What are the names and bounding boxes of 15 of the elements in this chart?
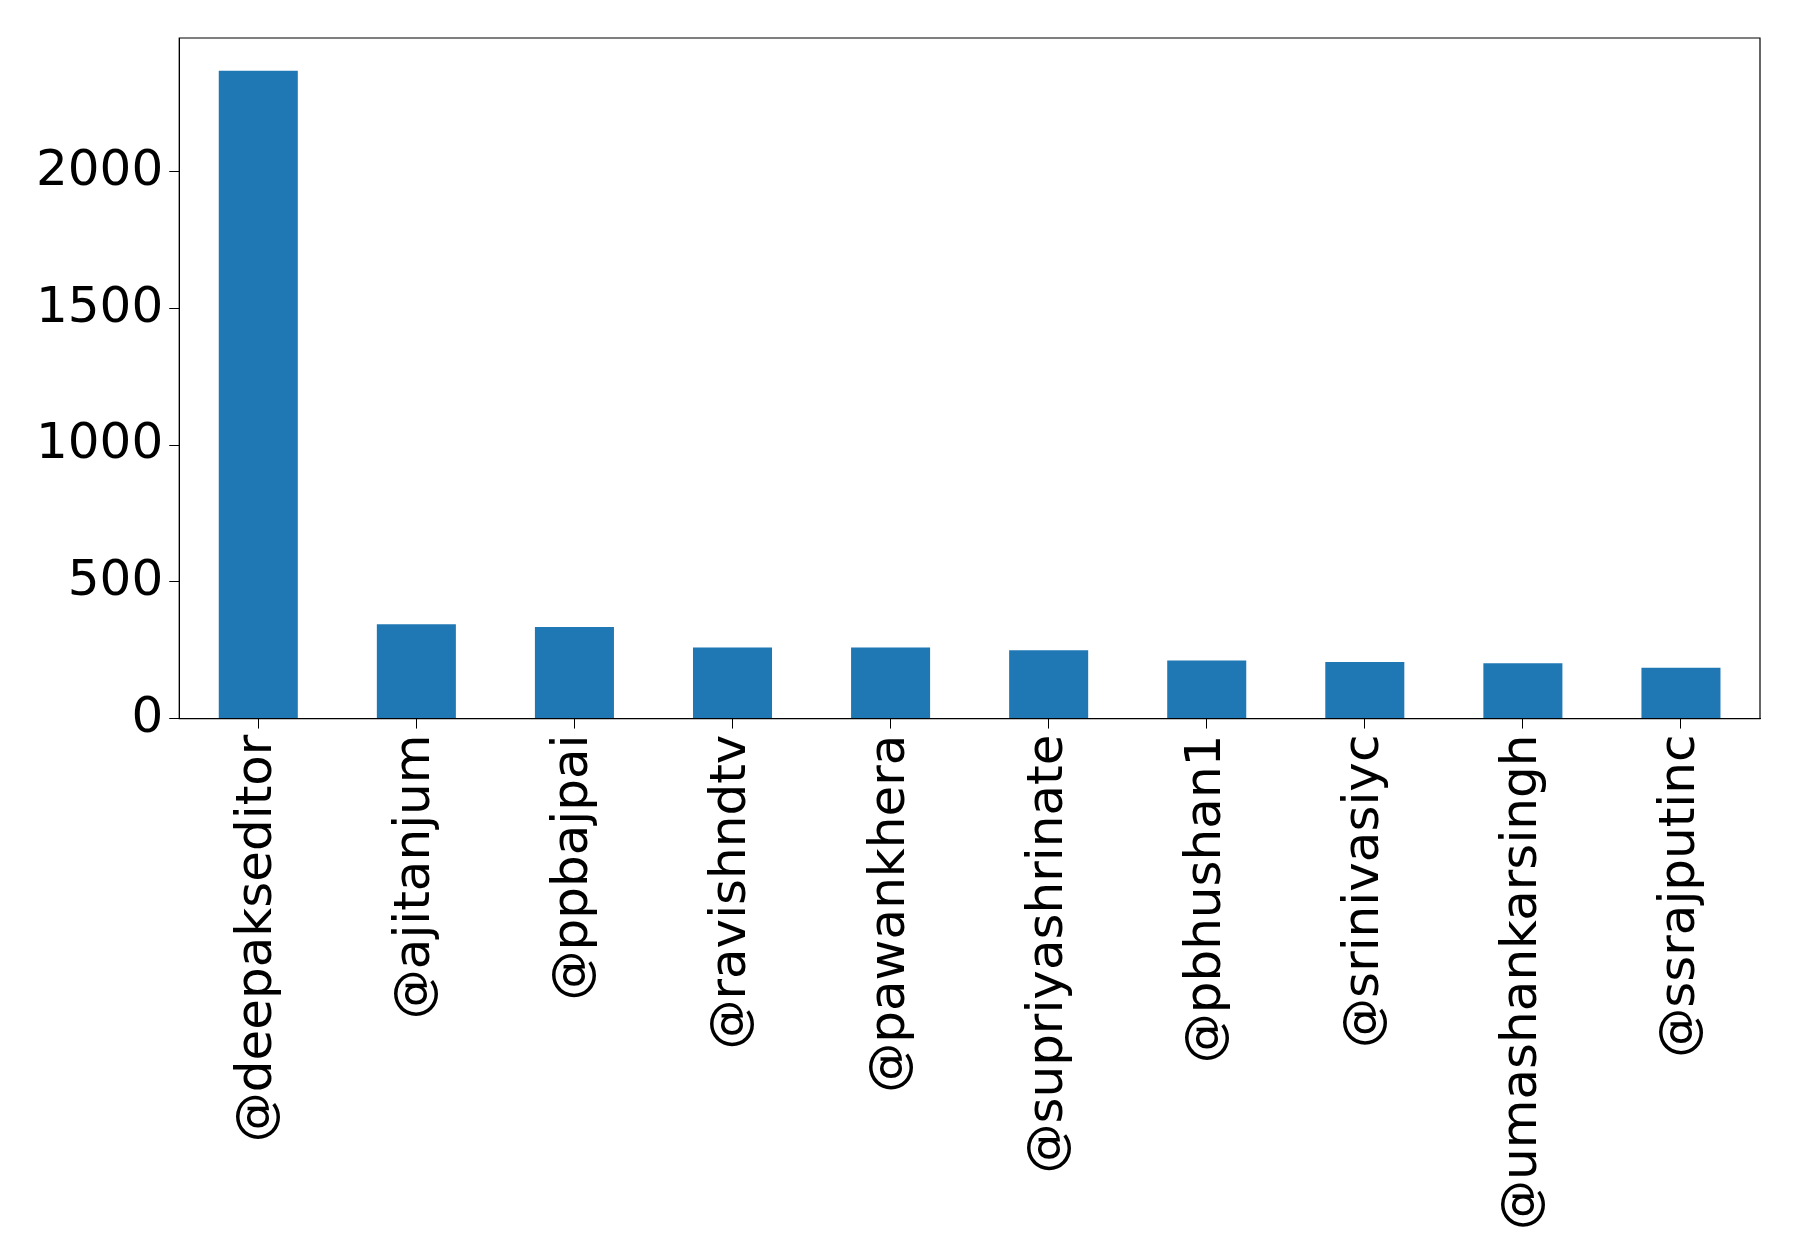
y-tick-label: 2000 [36,138,164,197]
x-tick-label: @pbhushan1 [1173,734,1232,1064]
y-tick-label: 500 [67,548,164,607]
y-tick-label: 0 [131,685,164,744]
x-tick-label: @pawankhera [857,734,916,1093]
x-tick-label: @supriyashrinate [1015,734,1074,1174]
x-tick-label: @umashankarsingh [1489,734,1548,1230]
x-tick-label: @ajitanjum [383,734,442,1020]
x-tick-label: @ssrajputinc [1647,734,1706,1058]
x-tick-label: @ravishndtv [699,734,758,1050]
x-tick-label: @srinivasiyc [1331,734,1390,1048]
x-tick-label: @deepakseditor [225,734,284,1143]
x-tick-label: @ppbajpai [541,734,600,1001]
y-tick-label: 1000 [36,412,164,471]
y-tick-label: 1500 [36,275,164,334]
